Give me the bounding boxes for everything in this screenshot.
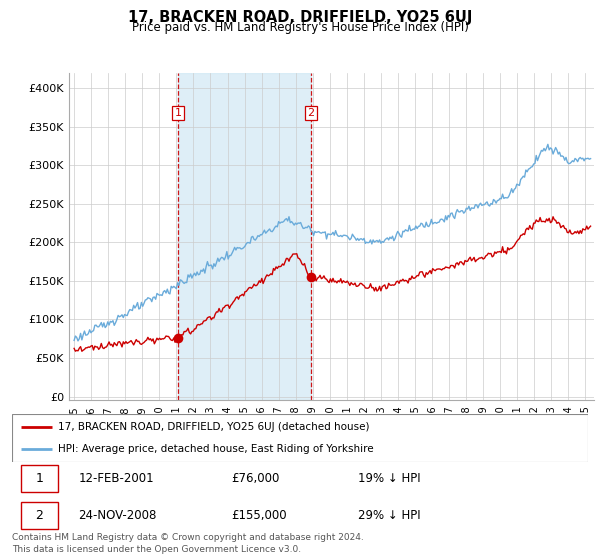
- Text: £155,000: £155,000: [231, 508, 287, 521]
- Text: Price paid vs. HM Land Registry's House Price Index (HPI): Price paid vs. HM Land Registry's House …: [131, 21, 469, 34]
- Text: 1: 1: [35, 473, 43, 486]
- FancyBboxPatch shape: [20, 465, 58, 492]
- Text: 19% ↓ HPI: 19% ↓ HPI: [358, 473, 420, 486]
- Bar: [178, 73, 311, 400]
- Text: 17, BRACKEN ROAD, DRIFFIELD, YO25 6UJ (detached house): 17, BRACKEN ROAD, DRIFFIELD, YO25 6UJ (d…: [58, 422, 370, 432]
- Text: 2: 2: [307, 108, 314, 118]
- Text: 12-FEB-2001: 12-FEB-2001: [78, 473, 154, 486]
- Text: 2: 2: [35, 508, 43, 521]
- FancyBboxPatch shape: [20, 502, 58, 529]
- Text: 24-NOV-2008: 24-NOV-2008: [78, 508, 157, 521]
- Text: HPI: Average price, detached house, East Riding of Yorkshire: HPI: Average price, detached house, East…: [58, 444, 374, 454]
- Text: 29% ↓ HPI: 29% ↓ HPI: [358, 508, 420, 521]
- Text: 1: 1: [175, 108, 182, 118]
- Text: £76,000: £76,000: [231, 473, 279, 486]
- Text: Contains HM Land Registry data © Crown copyright and database right 2024.
This d: Contains HM Land Registry data © Crown c…: [12, 533, 364, 554]
- Text: 17, BRACKEN ROAD, DRIFFIELD, YO25 6UJ: 17, BRACKEN ROAD, DRIFFIELD, YO25 6UJ: [128, 10, 472, 25]
